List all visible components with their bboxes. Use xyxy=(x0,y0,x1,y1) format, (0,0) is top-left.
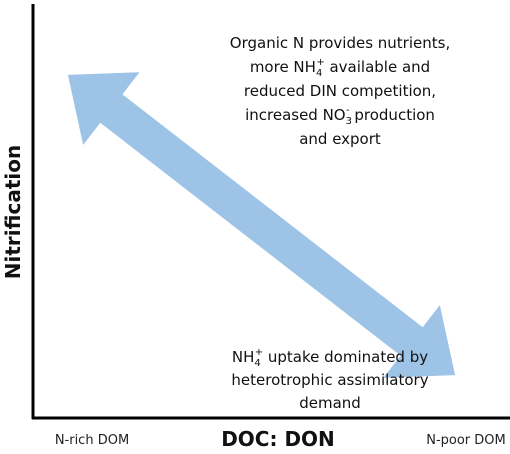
note-segment: - xyxy=(346,105,350,116)
note-line: and export xyxy=(299,130,381,148)
note-segment: demand xyxy=(299,394,361,412)
note-segment: reduced DIN competition, xyxy=(244,82,436,100)
note-segment: available and xyxy=(325,58,430,76)
note-segment: Organic N provides nutrients, xyxy=(230,34,450,52)
note-segment: uptake dominated by xyxy=(263,348,428,366)
note-segment: + xyxy=(316,57,324,68)
note-line: more NH4+ available and xyxy=(250,57,430,79)
x-left-label: N-rich DOM xyxy=(55,433,129,448)
x-right-label: N-poor DOM xyxy=(426,433,506,448)
note-segment: increased NO xyxy=(245,106,346,124)
note-line: demand xyxy=(299,394,361,412)
note-line: increased NO3- production xyxy=(245,105,435,127)
note-segment: more NH xyxy=(250,58,316,76)
note-segment: 3 xyxy=(346,116,352,127)
note-segment: heterotrophic assimilatory xyxy=(231,371,428,389)
note-segment: NH xyxy=(232,348,255,366)
note-segment: and export xyxy=(299,130,381,148)
y-axis-title: Nitrification xyxy=(1,145,25,279)
note-segment: production xyxy=(350,106,435,124)
note-line: reduced DIN competition, xyxy=(244,82,436,100)
note-segment: 4 xyxy=(254,358,260,369)
note-segment: + xyxy=(255,347,263,358)
note-segment: 4 xyxy=(316,68,322,79)
note-line: heterotrophic assimilatory xyxy=(231,371,428,389)
double-arrow xyxy=(67,72,456,378)
note-line: NH4+ uptake dominated by xyxy=(232,347,428,369)
note-line: Organic N provides nutrients, xyxy=(230,34,450,52)
x-axis-title: DOC: DON xyxy=(221,427,335,451)
